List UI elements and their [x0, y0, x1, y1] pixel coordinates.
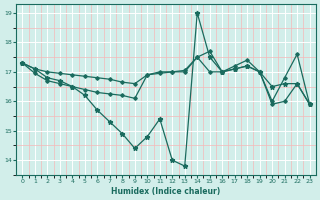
X-axis label: Humidex (Indice chaleur): Humidex (Indice chaleur)	[111, 187, 221, 196]
